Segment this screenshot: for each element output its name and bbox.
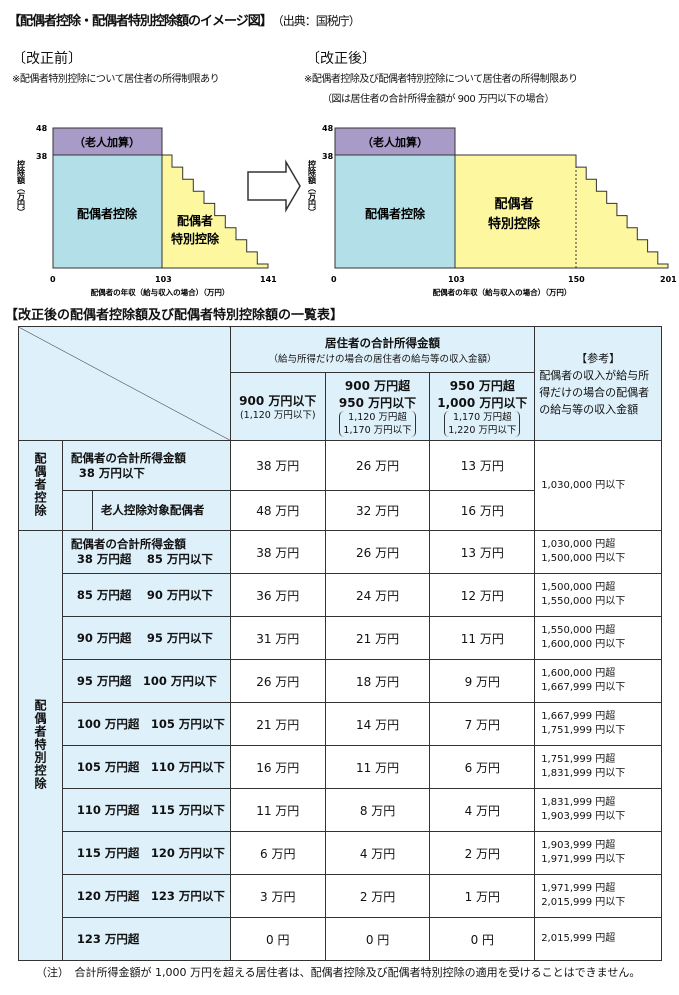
value-cell: 6 万円 <box>429 745 536 789</box>
svg-text:48: 48 <box>322 124 334 133</box>
table-row: 100 万円超 105 万円以下 21 万円 14 万円 7 万円 1,667,999 … <box>19 702 662 746</box>
svg-text:0: 0 <box>331 275 337 284</box>
svg-text:配偶者: 配偶者 <box>494 196 533 212</box>
value-cell: 1 万円 <box>429 874 536 918</box>
value-cell: 4 万円 <box>429 788 536 832</box>
value-cell: 2 万円 <box>429 831 536 875</box>
value-cell: 16 万円 <box>229 745 326 789</box>
table-row: 105 万円超 110 万円以下 16 万円 11 万円 6 万円 1,751,999 … <box>19 745 662 789</box>
value-cell: 13 万円 <box>429 530 536 574</box>
col-header-2: 900 万円超 950 万円以下 1,120 万円超 1,170 万円以下 <box>324 372 431 441</box>
value-cell: 8 万円 <box>324 788 431 832</box>
value-cell: 12 万円 <box>429 573 536 617</box>
svg-text:（老人加算）: （老人加算） <box>74 135 140 149</box>
value-cell: 3 万円 <box>229 874 326 918</box>
table-row: 85 万円超 90 万円以下 36 万円 24 万円 12 万円 1,500,000 円… <box>19 573 662 617</box>
after-note-2: （図は居住者の合計所得金額が 900 万円以下の場合） <box>322 94 554 105</box>
elderly-area <box>334 127 456 156</box>
svg-text:141: 141 <box>260 275 277 284</box>
svg-text:150: 150 <box>568 275 585 284</box>
svg-text:特別控除: 特別控除 <box>488 216 541 232</box>
value-cell: 7 万円 <box>429 702 536 746</box>
svg-text:（老人加算）: （老人加算） <box>362 135 428 149</box>
svg-text:38: 38 <box>36 152 48 161</box>
table-row: 配偶者控除 配偶者の合計所得金額 38 万円以下 38 万円 26 万円 13 万円 … <box>18 440 662 531</box>
source: （出典：国税庁） <box>277 14 361 28</box>
col-header-1: 900 万円以下 (1,120 万円以下) <box>229 372 326 441</box>
value-cell: 0 円 <box>324 917 431 961</box>
value-cell: 24 万円 <box>324 573 431 617</box>
value-cell: 21 万円 <box>229 702 326 746</box>
svg-text:配偶者の年収（給与収入の場合）（万円）: 配偶者の年収（給与収入の場合）（万円） <box>91 287 230 297</box>
table-title: 【改正後の配偶者控除額及び配偶者特別控除額の一覧表】 <box>5 308 344 323</box>
after-note: ※配偶者控除及び配偶者特別控除について居住者の所得制限あり <box>304 74 578 85</box>
page-title: 【配偶者控除・配偶者特別控除額のイメージ図】 （出典：国税庁） <box>8 14 361 29</box>
value-cell: 11 万円 <box>229 788 326 832</box>
deduction-table: 居住者の合計所得金額 （給与所得だけの場合の居住者の給与等の収入金額） 【参考】配… <box>18 326 662 961</box>
svg-text:103: 103 <box>448 275 465 284</box>
svg-text:控除額（万円）: 控除額（万円） <box>307 159 317 216</box>
value-cell: 18 万円 <box>324 659 431 703</box>
before-note: ※配偶者特別控除について居住者の所得制限あり <box>12 74 220 85</box>
value-cell: 36 万円 <box>229 573 326 617</box>
svg-text:48: 48 <box>36 124 48 133</box>
value-cell: 11 万円 <box>429 616 536 660</box>
after-heading: 〔改正後〕 <box>306 51 376 67</box>
table-row: 115 万円超 120 万円以下 6 万円 4 万円 2 万円 1,903,999 円超… <box>19 831 662 875</box>
footnote: （注） 合計所得金額が 1,000 万円を超える居住者は、配偶者控除及び配偶者特… <box>36 966 641 979</box>
svg-text:控除額（万円）: 控除額（万円） <box>16 159 26 216</box>
svg-text:配偶者: 配偶者 <box>177 213 213 228</box>
special-deduction-area <box>161 154 269 269</box>
svg-text:38: 38 <box>322 152 334 161</box>
before-chart: 48 38 （老人加算） 配偶者控除 配偶者 特別控除 0 103 141 配偶… <box>16 124 278 297</box>
spouse-deduction-area <box>334 154 456 269</box>
value-cell: 21 万円 <box>324 616 431 660</box>
table-row: 90 万円超 95 万円以下 31 万円 21 万円 11 万円 1,550,000 円… <box>19 616 662 660</box>
svg-text:特別控除: 特別控除 <box>171 231 220 246</box>
value-cell: 4 万円 <box>324 831 431 875</box>
table-row: 95 万円超 100 万円以下 26 万円 18 万円 9 万円 1,600,000 円… <box>19 659 662 703</box>
value-cell: 11 万円 <box>324 745 431 789</box>
table-row: 配偶者特別控除 配偶者の合計所得金額 38 万円超 85 万円以下 38 万円 26 万… <box>18 530 662 961</box>
value-cell: 14 万円 <box>324 702 431 746</box>
header-reference: 【参考】 配偶者の収入が給与所得だけの場合の配偶者の給与等の収入金額 <box>534 326 662 441</box>
table-row: 老人控除対象配偶者 48 万円 32 万円 16 万円 <box>19 490 662 531</box>
elderly-area <box>52 127 163 156</box>
header-income: 居住者の合計所得金額 （給与所得だけの場合の居住者の給与等の収入金額） <box>229 326 536 373</box>
svg-text:配偶者の年収（給与収入の場合）（万円）: 配偶者の年収（給与収入の場合）（万円） <box>433 287 572 297</box>
svg-text:配偶者控除: 配偶者控除 <box>77 206 138 221</box>
spouse-deduction-area <box>52 154 163 269</box>
value-cell: 26 万円 <box>324 530 431 574</box>
arrow-icon <box>247 159 301 213</box>
value-cell: 31 万円 <box>229 616 326 660</box>
special-deduction-area <box>454 154 669 269</box>
deduction-diagram: 48 38 （老人加算） 配偶者控除 配偶者 特別控除 0 103 141 配偶… <box>16 124 678 297</box>
value-cell: 38 万円 <box>229 530 326 574</box>
table-row: 110 万円超 115 万円以下 11 万円 8 万円 4 万円 1,831,999 円… <box>19 788 662 832</box>
col-header-3: 950 万円超 1,000 万円以下 1,170 万円超 1,220 万円以下 <box>429 372 536 441</box>
svg-text:103: 103 <box>155 275 172 284</box>
corner-cell <box>18 326 231 441</box>
value-cell: 6 万円 <box>229 831 326 875</box>
value-cell: 2 万円 <box>324 874 431 918</box>
value-cell: 26 万円 <box>229 659 326 703</box>
value-cell: 9 万円 <box>429 659 536 703</box>
table-row: 120 万円超 123 万円以下 3 万円 2 万円 1 万円 1,971,999 円超… <box>19 874 662 918</box>
after-chart: 48 38 （老人加算） 配偶者控除 配偶者 特別控除 0 103 150 20… <box>307 124 678 297</box>
value-cell: 0 円 <box>229 917 326 961</box>
svg-text:201: 201 <box>660 275 677 284</box>
svg-text:0: 0 <box>50 275 56 284</box>
value-cell: 0 円 <box>429 917 536 961</box>
svg-text:配偶者控除: 配偶者控除 <box>365 206 426 221</box>
before-heading: 〔改正前〕 <box>12 51 82 67</box>
